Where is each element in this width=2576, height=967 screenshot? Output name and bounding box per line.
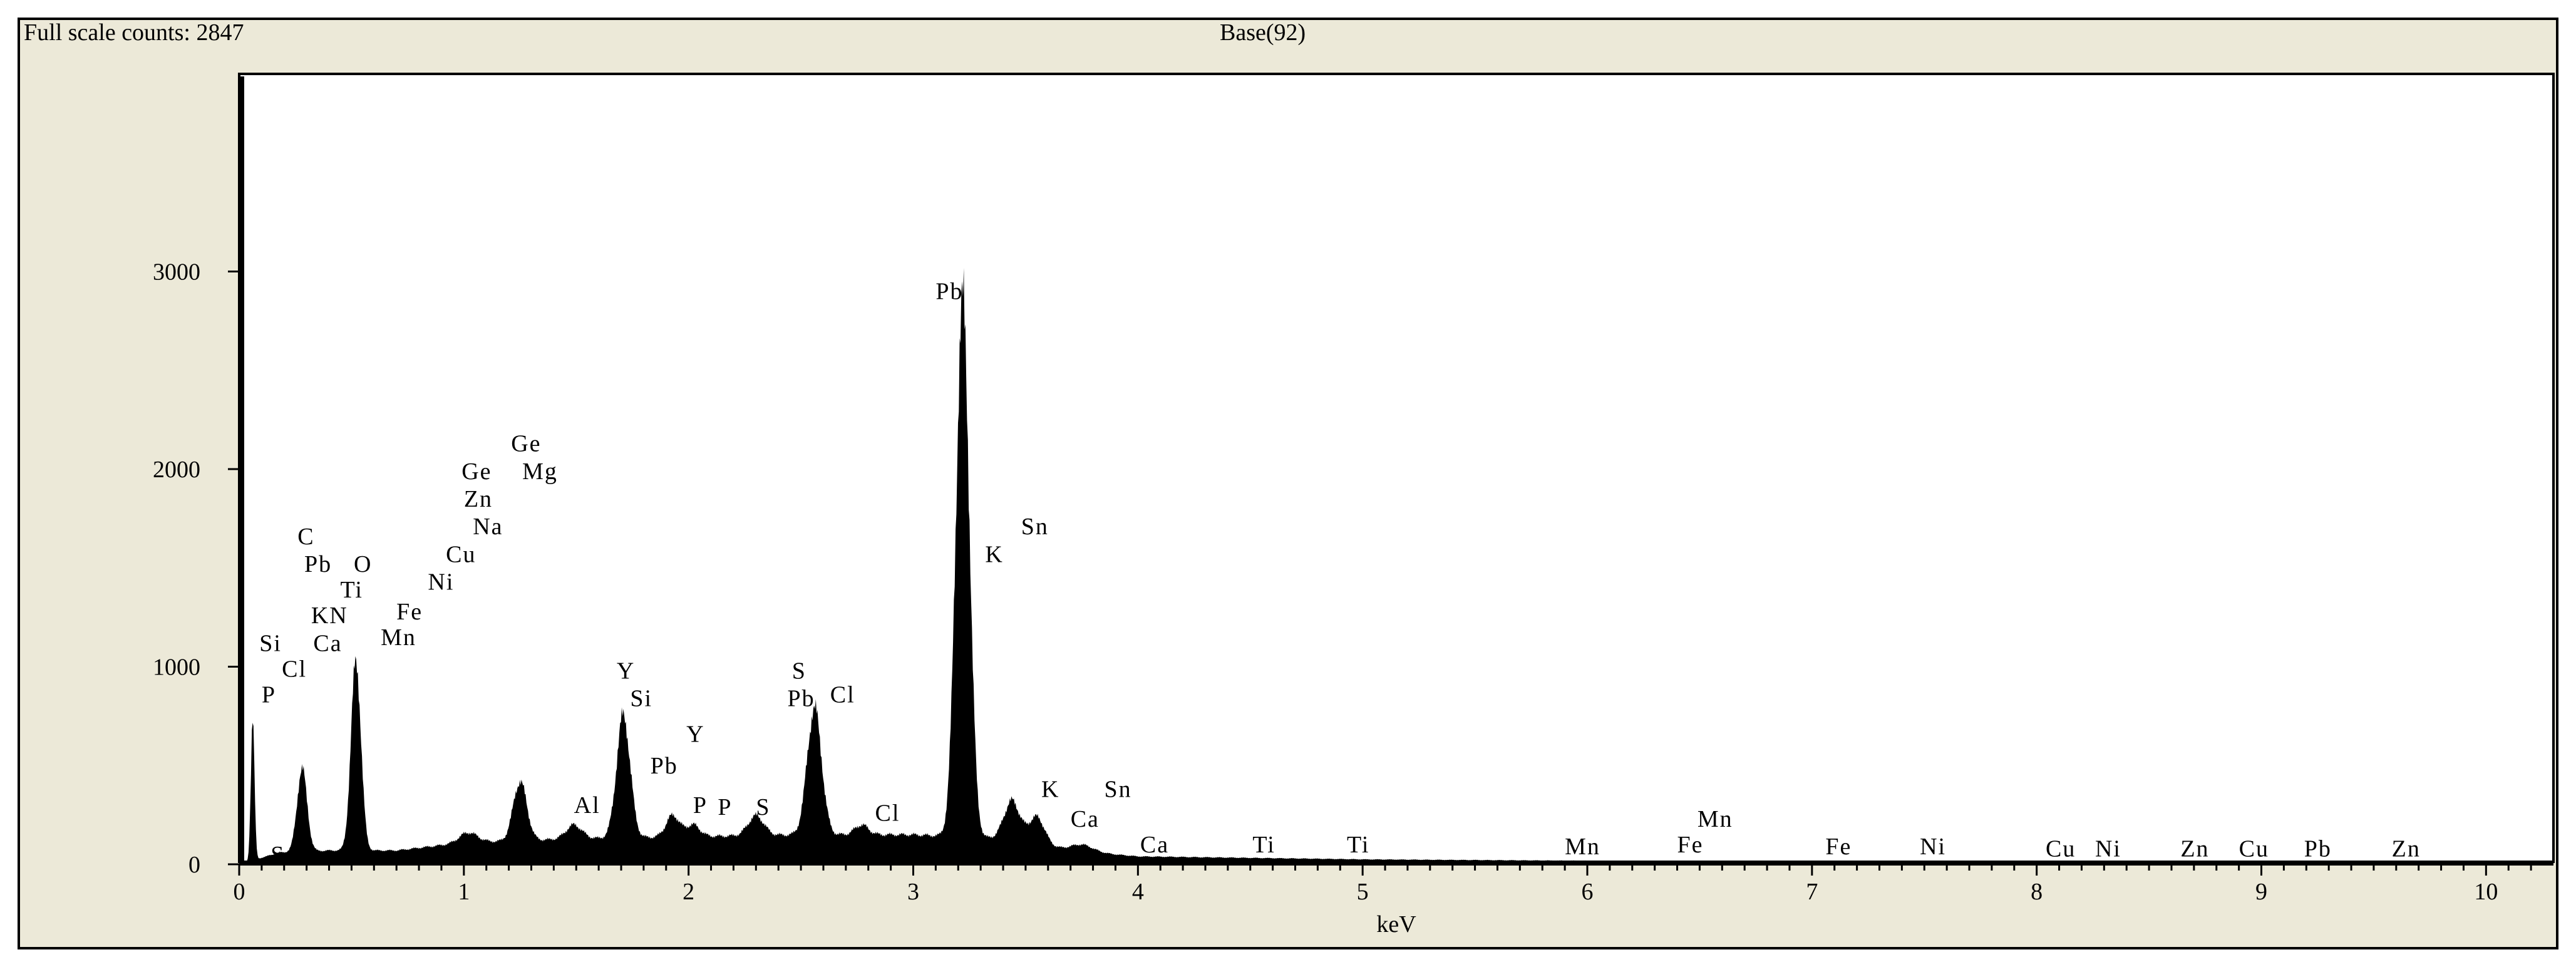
- element-label: Zn: [464, 486, 493, 512]
- spectrum-area: [240, 267, 2543, 864]
- element-label: KN: [311, 602, 348, 629]
- element-label: Fe: [1677, 832, 1704, 858]
- element-label: S: [756, 794, 770, 820]
- element-label: Sn: [1021, 514, 1049, 540]
- element-label: Ge: [461, 458, 492, 485]
- element-label: Al: [574, 792, 600, 819]
- element-label: Mn: [381, 624, 416, 651]
- element-label: P: [718, 794, 732, 820]
- element-label: Fe: [396, 599, 423, 625]
- x-tick-label: 3: [907, 879, 919, 905]
- element-label: Zn: [2180, 835, 2209, 862]
- element-label: K: [1041, 777, 1059, 803]
- x-tick-label: 10: [2474, 879, 2498, 905]
- element-label: Ti: [1347, 832, 1369, 858]
- element-label: Pb: [788, 686, 815, 712]
- element-label: Ca: [313, 630, 342, 656]
- element-label: Ca: [1140, 832, 1169, 858]
- element-label: Fe: [1825, 834, 1852, 860]
- element-label: Si: [259, 630, 282, 656]
- x-tick-label: 1: [458, 879, 470, 905]
- element-label: Ca: [1071, 806, 1100, 832]
- element-label: C: [297, 524, 314, 550]
- x-tick-label: 8: [2031, 879, 2043, 905]
- element-label: Ni: [2095, 835, 2121, 862]
- y-tick-label: 2000: [153, 457, 200, 483]
- element-label: Ti: [1252, 832, 1275, 858]
- element-label: Si: [630, 686, 652, 712]
- element-label: Cl: [875, 800, 900, 827]
- element-label: Pb: [935, 279, 963, 305]
- x-tick-label: 4: [1132, 879, 1144, 905]
- element-label: Zn: [2392, 835, 2421, 862]
- element-label: Cu: [2046, 835, 2076, 862]
- element-label: K: [985, 541, 1003, 567]
- element-label: S: [270, 842, 285, 868]
- element-label: Mn: [1565, 834, 1600, 860]
- element-label: P: [262, 681, 276, 708]
- element-label: Cu: [2239, 835, 2269, 862]
- element-label: Na: [473, 514, 503, 540]
- element-label: O: [354, 551, 372, 577]
- zero-peak-spike: [239, 76, 244, 864]
- element-label: Mg: [522, 458, 558, 485]
- element-label: Ni: [1920, 834, 1946, 860]
- element-label: Ti: [340, 577, 363, 603]
- element-label: P: [693, 792, 708, 819]
- element-label: Pb: [651, 753, 678, 779]
- element-label: Cl: [830, 681, 855, 708]
- x-tick-label: 9: [2255, 879, 2267, 905]
- x-tick-label: 6: [1582, 879, 1594, 905]
- spectrum-title: Base(92): [1220, 19, 1306, 46]
- plot-area: [238, 73, 2555, 863]
- element-label: Y: [617, 658, 635, 684]
- y-tick-label: 0: [188, 852, 200, 878]
- spectrum-layer: [239, 76, 2543, 864]
- element-label: Ni: [428, 569, 454, 595]
- element-label: Ge: [511, 431, 541, 457]
- element-label: Mn: [1698, 806, 1733, 832]
- axes-layer: 0 1 2 3 4 5 6 7 8 9 10 0 1000 2000 3000: [153, 259, 2553, 905]
- x-tick-label: 7: [1806, 879, 1818, 905]
- full-scale-counts: Full scale counts: 2847: [24, 19, 244, 46]
- x-tick-label: 0: [234, 879, 245, 905]
- element-label: Sn: [1105, 777, 1132, 803]
- y-tick-label: 1000: [153, 654, 200, 681]
- x-tick-label: 5: [1357, 879, 1369, 905]
- element-label: Cu: [446, 541, 476, 567]
- element-label: S: [792, 658, 806, 684]
- element-label: Cl: [282, 656, 307, 682]
- x-axis-title: keV: [1376, 911, 1416, 938]
- element-label: Y: [686, 721, 704, 747]
- element-label: Pb: [304, 551, 332, 577]
- x-tick-label: 2: [683, 879, 694, 905]
- element-label: Pb: [2304, 835, 2332, 862]
- y-tick-label: 3000: [153, 259, 200, 286]
